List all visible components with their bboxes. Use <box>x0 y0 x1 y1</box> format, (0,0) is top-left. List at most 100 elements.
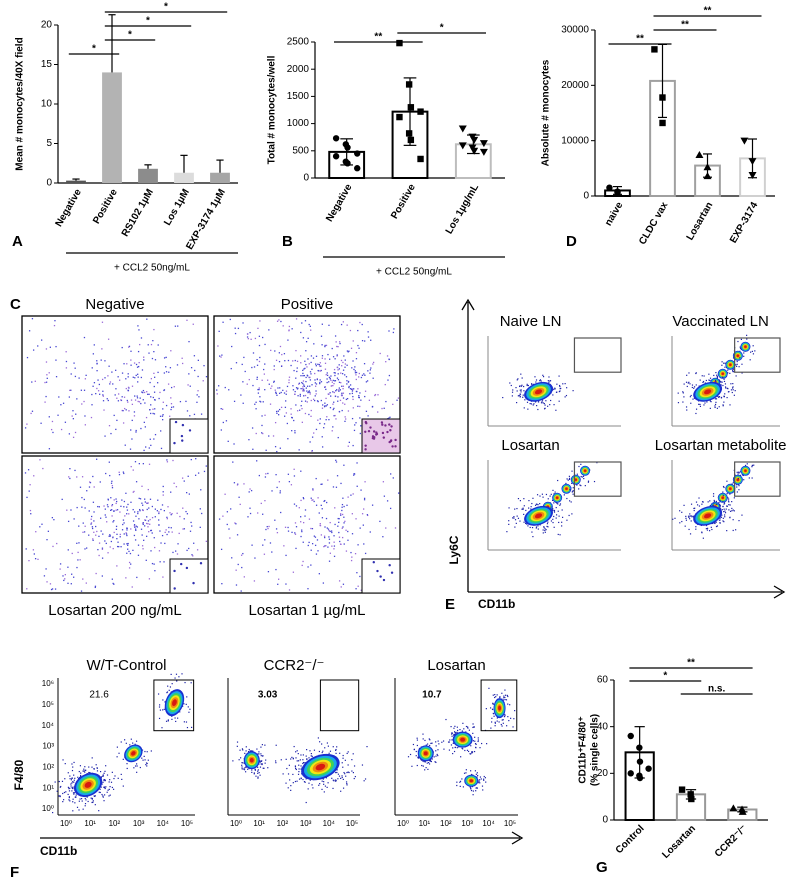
cell-dot <box>102 391 103 392</box>
cell-dot <box>323 546 324 547</box>
event-dot <box>731 389 732 390</box>
cell-dot <box>369 400 370 401</box>
cell-dot <box>301 408 302 409</box>
event-dot <box>97 768 98 769</box>
cell-dot <box>274 369 275 370</box>
cell-dot <box>143 510 144 511</box>
event-dot <box>726 481 727 482</box>
event-dot <box>318 737 319 738</box>
data-point <box>333 135 339 141</box>
cell-dot <box>177 364 178 365</box>
cell-dot <box>130 449 131 450</box>
cell-dot <box>336 461 337 462</box>
cell-dot <box>367 370 368 371</box>
event-dot <box>506 725 507 726</box>
cell-dot <box>93 511 94 512</box>
event-dot <box>177 718 178 719</box>
cell-dot <box>201 513 202 514</box>
event-dot <box>323 781 324 782</box>
event-dot <box>63 799 64 800</box>
event-dot <box>547 526 548 527</box>
data-point <box>417 156 423 162</box>
event-dot <box>708 374 709 375</box>
cell-dot <box>320 523 321 524</box>
event-dot <box>716 398 717 399</box>
event-dot <box>550 506 551 507</box>
cell-dot <box>68 549 69 550</box>
event-dot <box>554 388 555 389</box>
cell-dot <box>155 359 156 360</box>
event-dot <box>508 524 509 525</box>
cell-dot <box>338 373 339 374</box>
event-dot <box>342 777 343 778</box>
data-point <box>645 765 651 771</box>
cell-dot <box>294 432 295 433</box>
cell-dot <box>94 486 95 487</box>
event-dot <box>187 727 188 728</box>
bar <box>102 72 122 183</box>
cell-dot <box>105 473 106 474</box>
cell-dot <box>343 465 344 466</box>
y-axis-label: Total # monocytes/well <box>267 55 278 164</box>
cell-dot <box>138 351 139 352</box>
cell-dot <box>317 379 318 380</box>
event-dot <box>88 801 89 802</box>
event-dot <box>717 408 718 409</box>
event-dot <box>594 481 595 482</box>
event-dot <box>343 779 344 780</box>
event-dot <box>340 778 341 779</box>
cell-dot <box>163 486 164 487</box>
cell-dot <box>143 463 144 464</box>
data-point <box>408 104 414 110</box>
event-dot <box>472 733 473 734</box>
event-dot <box>730 383 731 384</box>
cell-dot <box>41 524 42 525</box>
event-dot <box>531 384 532 385</box>
cell-dot <box>152 517 153 518</box>
event-dot <box>451 739 452 740</box>
cell-dot <box>309 518 310 519</box>
cell-dot <box>350 552 351 553</box>
event-dot <box>113 789 114 790</box>
cell-dot <box>177 513 178 514</box>
cell-dot <box>84 390 85 391</box>
event-dot <box>319 783 320 784</box>
cell-dot <box>171 527 172 528</box>
event-dot <box>470 753 471 754</box>
y-axis-label: Ly6C <box>447 535 461 564</box>
cell-dot <box>259 336 260 337</box>
cell-dot <box>295 404 296 405</box>
event-dot <box>421 765 422 766</box>
cell-dot <box>301 322 302 323</box>
cell-dot <box>188 476 189 477</box>
event-dot <box>731 501 732 502</box>
cell-dot <box>188 548 189 549</box>
cell-dot <box>191 525 192 526</box>
cell-dot <box>308 338 309 339</box>
event-dot <box>148 760 149 761</box>
event-dot <box>738 478 739 479</box>
cell-dot <box>73 518 74 519</box>
event-dot <box>492 709 493 710</box>
cell-dot <box>398 492 399 493</box>
event-dot <box>344 773 345 774</box>
event-dot <box>330 751 331 752</box>
event-dot <box>181 673 182 674</box>
event-dot <box>243 768 244 769</box>
cell-dot <box>359 373 360 374</box>
significance-label: ** <box>687 658 695 669</box>
event-dot <box>300 759 301 760</box>
cell-dot <box>392 404 393 405</box>
y-tick-label: 10⁰ <box>42 804 54 813</box>
cell-dot <box>139 463 140 464</box>
event-dot <box>321 789 322 790</box>
cell-dot <box>131 466 132 467</box>
event-dot <box>473 790 474 791</box>
cell-dot <box>84 499 85 500</box>
event-dot <box>328 782 329 783</box>
panel-letter: E <box>445 596 455 613</box>
event-dot <box>164 709 165 710</box>
cell-dot <box>133 377 134 378</box>
cell-dot <box>115 394 116 395</box>
event-dot <box>69 796 70 797</box>
